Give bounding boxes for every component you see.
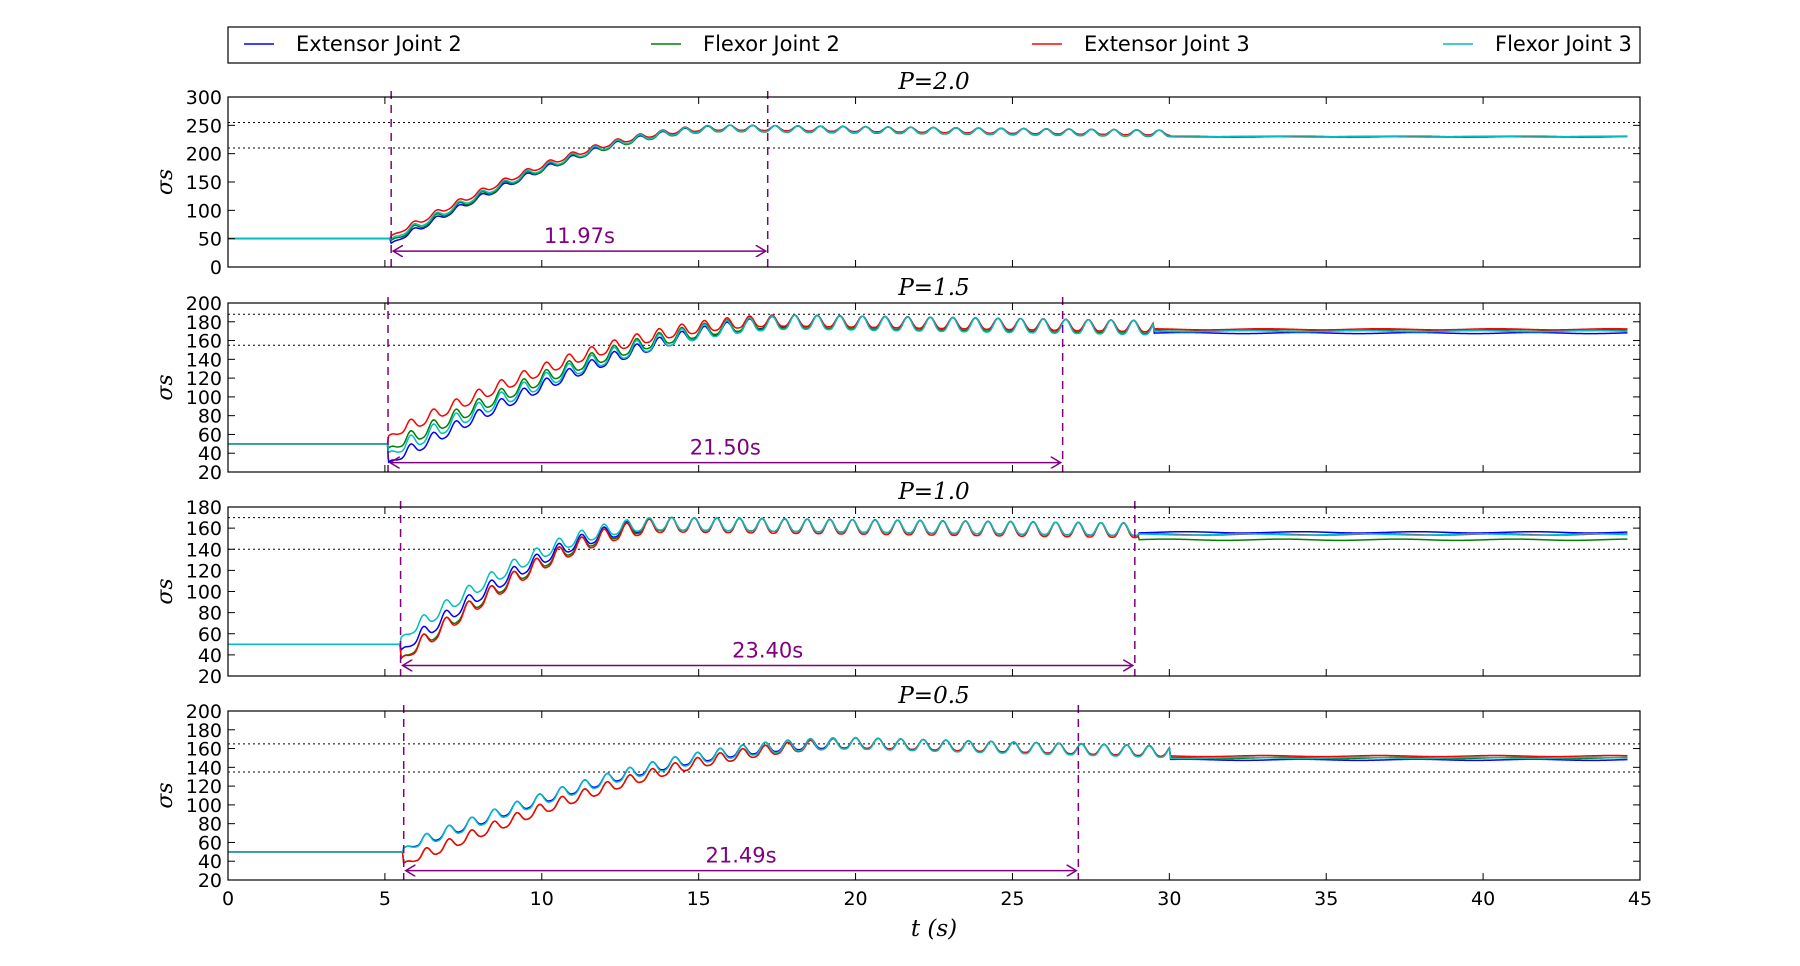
series-line [228, 124, 1628, 240]
panel-frame [227, 710, 1641, 881]
series-line [228, 516, 1628, 646]
y-tick-label: 20 [198, 462, 222, 484]
panel-title: P=2.0 [897, 69, 969, 95]
y-tick-label: 180 [186, 720, 222, 742]
y-tick-label: 0 [210, 257, 222, 279]
series-line [228, 736, 1628, 853]
y-tick-label: 180 [186, 312, 222, 334]
y-tick-label: 40 [198, 443, 222, 465]
legend: Extensor Joint 2 Flexor Joint 2 Extensor J… [227, 26, 1641, 64]
y-tick-label: 160 [186, 331, 222, 353]
x-tick-label: 10 [530, 888, 554, 910]
y-tick-label: 120 [186, 560, 222, 582]
duration-label: 21.50s [690, 436, 761, 460]
y-tick-label: 80 [198, 814, 222, 836]
duration-label: 11.97s [544, 224, 615, 248]
series-line [228, 736, 1628, 853]
duration-label: 23.40s [732, 638, 803, 662]
series-line [228, 314, 1628, 464]
y-tick-label: 80 [198, 603, 222, 625]
y-tick-label: 40 [198, 645, 222, 667]
x-tick-label: 25 [1000, 888, 1024, 910]
y-tick-label: 100 [186, 582, 222, 604]
panel-frame [227, 302, 1641, 473]
series-line [228, 124, 1628, 245]
y-tick-label: 60 [198, 424, 222, 446]
legend-label: Extensor Joint 3 [1084, 32, 1250, 56]
series-line [228, 314, 1628, 455]
y-axis-label: σs [153, 169, 178, 195]
y-tick-label: 80 [198, 406, 222, 428]
y-axis-label: σs [153, 578, 178, 604]
x-tick-label: 15 [687, 888, 711, 910]
y-tick-label: 150 [186, 172, 222, 194]
y-tick-label: 140 [186, 757, 222, 779]
y-tick-label: 120 [186, 776, 222, 798]
x-tick-label: 5 [379, 888, 391, 910]
x-tick-label: 40 [1471, 888, 1495, 910]
panel-1: P=2.0 σs 11.97s 0 50 100 150 200 250 300 [153, 69, 1641, 279]
y-tick-label: 120 [186, 368, 222, 390]
panel-title: P=1.5 [897, 275, 969, 301]
legend-label: Extensor Joint 2 [296, 32, 462, 56]
series-line [228, 736, 1628, 865]
y-tick-label: 140 [186, 349, 222, 371]
y-tick-label: 60 [198, 624, 222, 646]
series-line [228, 124, 1628, 242]
y-tick-label: 50 [198, 229, 222, 251]
series-line [228, 516, 1628, 652]
x-tick-label: 0 [222, 888, 234, 910]
y-tick-label: 160 [186, 518, 222, 540]
y-tick-label: 60 [198, 832, 222, 854]
x-axis-label: t (s) [911, 916, 957, 942]
panel-title: P=1.0 [897, 479, 969, 505]
y-axis-label: σs [153, 782, 178, 808]
y-tick-label: 40 [198, 851, 222, 873]
series-line [228, 124, 1628, 240]
y-tick-label: 200 [186, 293, 222, 315]
panel-4: P=0.5σs21.49s204060801001201401601802000… [153, 683, 1652, 910]
y-tick-label: 250 [186, 115, 222, 137]
y-tick-label: 300 [186, 87, 222, 109]
y-tick-label: 200 [186, 144, 222, 166]
x-tick-label: 20 [843, 888, 867, 910]
y-tick-label: 20 [198, 666, 222, 688]
x-tick-label: 45 [1628, 888, 1652, 910]
panel-title: P=0.5 [897, 683, 969, 709]
y-tick-label: 100 [186, 387, 222, 409]
y-tick-label: 20 [198, 870, 222, 892]
y-tick-label: 200 [186, 701, 222, 723]
y-tick-label: 100 [186, 200, 222, 222]
legend-label: Flexor Joint 2 [703, 32, 840, 56]
legend-box [227, 26, 1641, 64]
x-tick-label: 30 [1157, 888, 1181, 910]
x-tick-label: 35 [1314, 888, 1338, 910]
y-tick-label: 160 [186, 739, 222, 761]
y-tick-label: 100 [186, 795, 222, 817]
y-tick-label: 180 [186, 497, 222, 519]
y-axis-label: σs [153, 374, 178, 400]
y-tick-label: 140 [186, 539, 222, 561]
duration-label: 21.49s [705, 844, 776, 868]
legend-label: Flexor Joint 3 [1495, 32, 1632, 56]
